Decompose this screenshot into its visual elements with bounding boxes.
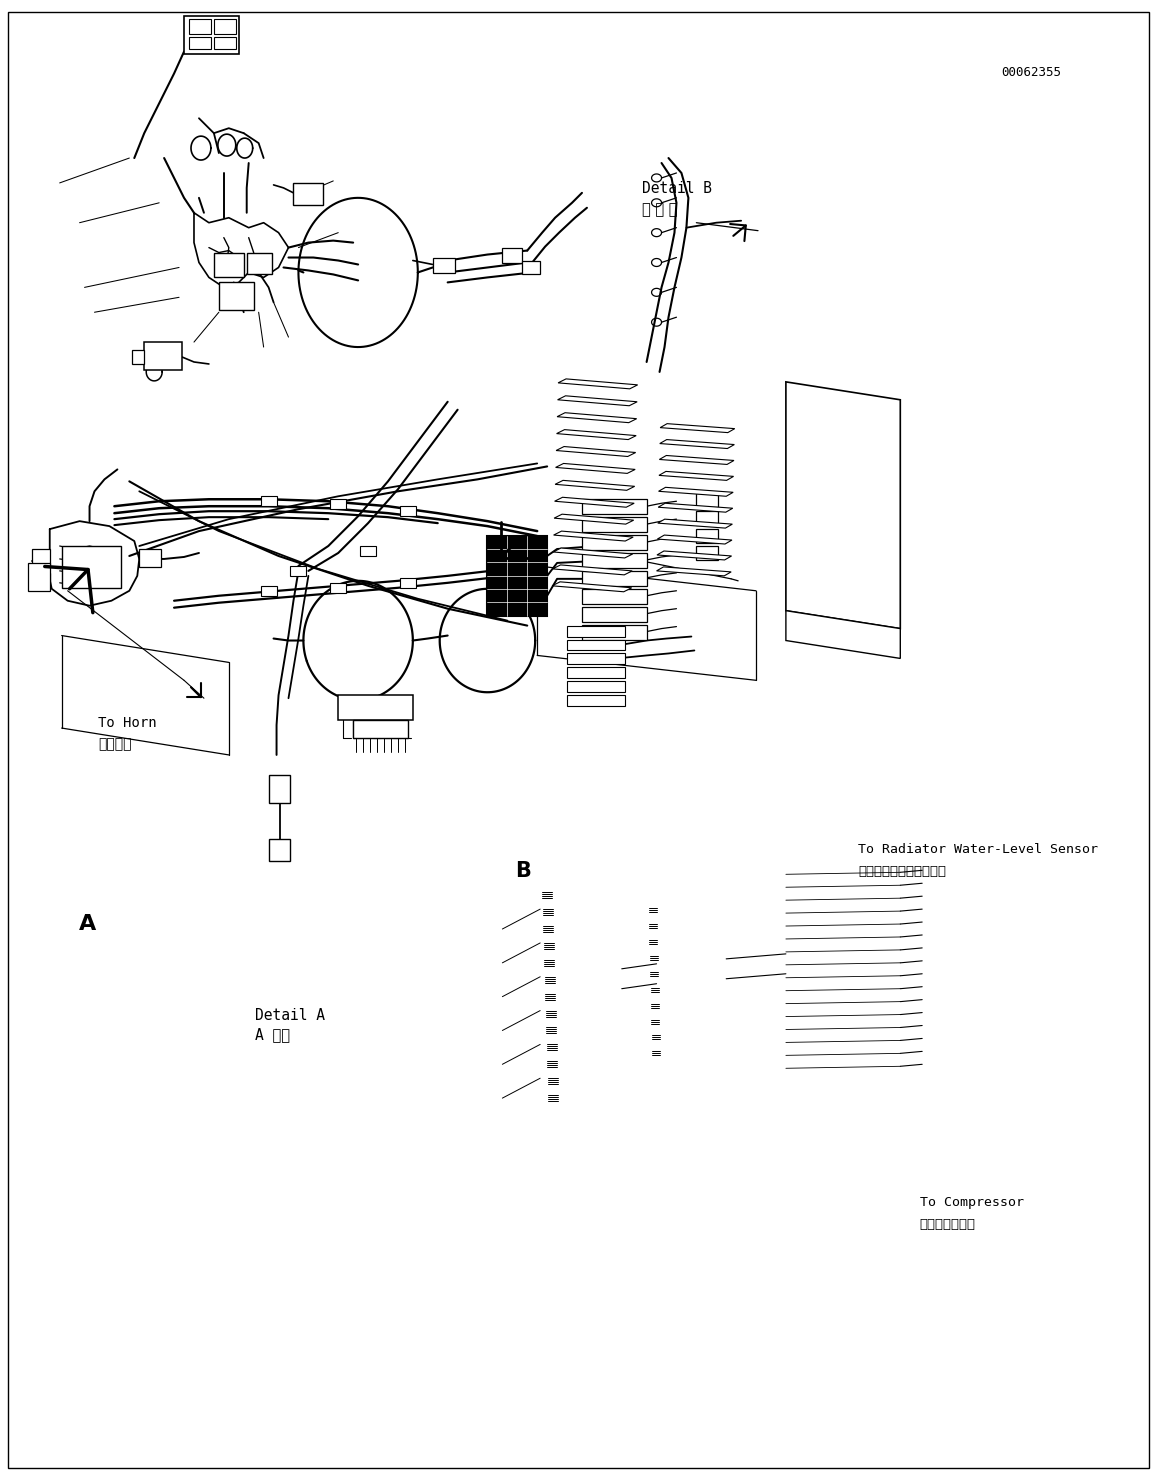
Bar [269, 776, 291, 802]
Polygon shape [658, 503, 733, 512]
Bar [697, 511, 719, 525]
Bar [582, 517, 647, 533]
Bar [261, 496, 277, 506]
Bar [293, 184, 323, 204]
Bar [330, 583, 347, 593]
Polygon shape [657, 536, 732, 545]
Bar [361, 546, 376, 556]
Bar [354, 721, 408, 739]
Bar [568, 667, 625, 678]
Bar [582, 499, 647, 514]
Polygon shape [552, 565, 633, 574]
Bar [190, 19, 211, 34]
Bar [582, 536, 647, 551]
Polygon shape [555, 497, 634, 508]
Polygon shape [557, 413, 636, 423]
Polygon shape [786, 611, 900, 659]
Text: Detail B: Detail B [642, 181, 712, 195]
Bar [219, 283, 254, 311]
Polygon shape [558, 379, 637, 389]
Bar [62, 546, 121, 588]
Text: Detail A: Detail A [255, 1008, 324, 1023]
Polygon shape [554, 548, 633, 558]
Bar [144, 342, 183, 370]
Text: 日 詳 細: 日 詳 細 [642, 203, 678, 218]
Polygon shape [554, 531, 633, 542]
Polygon shape [659, 456, 734, 465]
Bar [568, 654, 625, 665]
Bar [582, 607, 647, 622]
Bar [697, 493, 719, 508]
Polygon shape [659, 440, 734, 448]
Polygon shape [557, 395, 637, 406]
Bar [487, 536, 547, 616]
Bar [269, 839, 291, 861]
Polygon shape [661, 423, 735, 432]
Polygon shape [557, 429, 636, 440]
Bar [400, 506, 416, 517]
Text: A: A [79, 913, 95, 934]
Bar [400, 577, 416, 588]
Bar [582, 554, 647, 568]
Bar [214, 253, 244, 277]
Bar [338, 696, 413, 721]
Text: B: B [515, 861, 530, 881]
Polygon shape [659, 472, 734, 481]
Bar [697, 546, 719, 559]
Bar [433, 258, 455, 274]
Polygon shape [556, 447, 636, 456]
Bar [261, 586, 277, 596]
Polygon shape [555, 481, 635, 490]
Bar [697, 530, 719, 543]
Bar [31, 549, 50, 565]
Bar [582, 589, 647, 604]
Bar [247, 253, 272, 274]
Bar [214, 37, 236, 49]
Bar [568, 681, 625, 693]
Bar [140, 549, 162, 567]
Bar [568, 639, 625, 651]
Bar [133, 351, 144, 364]
Text: ラジエータ水位センサへ: ラジエータ水位センサへ [858, 866, 947, 878]
Polygon shape [786, 382, 900, 629]
Bar [582, 571, 647, 586]
Polygon shape [657, 567, 732, 576]
Bar [31, 573, 50, 589]
Text: A 詳細: A 詳細 [255, 1027, 290, 1042]
Bar [190, 37, 211, 49]
Text: To Radiator Water-Level Sensor: To Radiator Water-Level Sensor [858, 844, 1099, 855]
Bar [28, 562, 50, 591]
Bar [568, 626, 625, 636]
Text: ホーンへ: ホーンへ [99, 737, 131, 750]
Polygon shape [658, 519, 733, 528]
Polygon shape [658, 487, 733, 496]
Polygon shape [552, 582, 632, 592]
Text: コンプレッサへ: コンプレッサへ [920, 1218, 976, 1231]
Text: To Compressor: To Compressor [920, 1196, 1023, 1209]
Bar [184, 16, 238, 53]
Bar [568, 696, 625, 706]
Bar [330, 499, 347, 509]
Bar [522, 260, 540, 274]
Polygon shape [657, 551, 732, 559]
Polygon shape [556, 463, 635, 474]
Polygon shape [554, 514, 634, 524]
Text: To Horn: To Horn [99, 716, 157, 731]
Bar [214, 19, 236, 34]
Bar [291, 565, 306, 576]
Bar [502, 247, 522, 263]
Bar [582, 625, 647, 639]
Text: 00062355: 00062355 [1000, 65, 1061, 78]
